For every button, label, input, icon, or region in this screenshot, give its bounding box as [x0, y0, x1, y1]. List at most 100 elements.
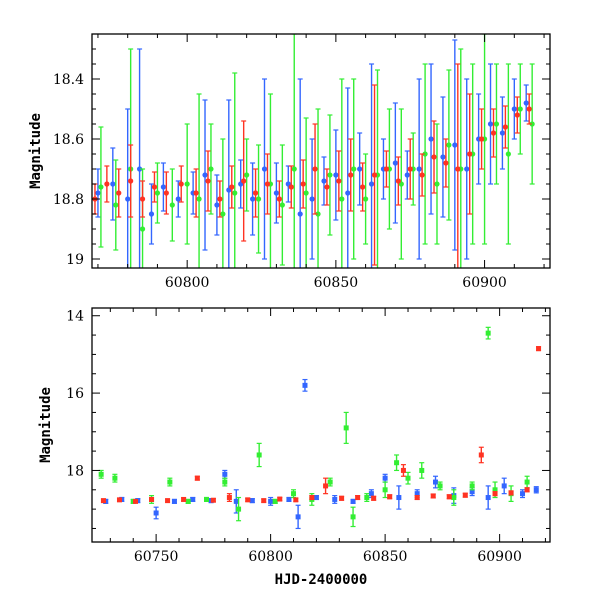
- data-point: [345, 87, 351, 268]
- data-point: [357, 132, 363, 206]
- data-point: [405, 471, 411, 485]
- data-point: [288, 165, 294, 209]
- data-point: [309, 138, 315, 260]
- bottom-y-tick-labels: 14 16 18: [66, 309, 84, 480]
- data-point: [431, 120, 437, 194]
- data-point: [336, 150, 342, 212]
- data-point: [149, 496, 155, 502]
- data-point: [98, 126, 104, 248]
- data-point: [184, 123, 190, 245]
- data-point: [309, 494, 315, 501]
- data-point: [98, 469, 104, 479]
- data-point: [222, 477, 228, 487]
- data-point: [501, 477, 507, 495]
- data-point: [469, 481, 475, 491]
- data-point: [264, 153, 271, 215]
- data-point: [291, 34, 297, 268]
- y-tick-label: 18: [66, 463, 84, 479]
- bottom-y-axis-title: Magnitude: [38, 387, 54, 463]
- top-axis-ticks: [92, 33, 550, 268]
- data-point: [208, 123, 214, 215]
- data-point: [422, 63, 428, 245]
- data-point: [360, 162, 366, 212]
- data-point: [272, 498, 278, 504]
- series-3-points: [100, 346, 542, 504]
- data-point: [153, 506, 159, 520]
- data-point: [398, 108, 404, 260]
- data-point: [291, 489, 297, 499]
- series-1-points: [103, 378, 539, 530]
- data-point: [371, 84, 378, 266]
- data-point: [505, 63, 511, 245]
- data-point: [526, 93, 532, 125]
- data-point: [339, 78, 345, 268]
- data-point: [300, 159, 306, 209]
- data-point: [508, 490, 514, 496]
- data-point: [416, 78, 422, 260]
- data-point: [171, 498, 177, 504]
- top-y-axis-title: Magnitude: [28, 113, 44, 189]
- data-point: [382, 473, 388, 483]
- data-point: [148, 183, 155, 245]
- data-point: [165, 498, 171, 504]
- data-point: [226, 99, 232, 268]
- data-point: [151, 171, 158, 203]
- data-point: [517, 63, 523, 155]
- data-point: [116, 497, 122, 503]
- data-point: [110, 147, 116, 221]
- data-point: [511, 78, 517, 140]
- data-point: [297, 78, 303, 268]
- data-point: [104, 165, 110, 203]
- top-plot-area: [92, 34, 535, 268]
- data-point: [321, 156, 327, 206]
- data-point: [196, 93, 202, 268]
- data-point: [524, 487, 530, 493]
- x-tick-label: 60900: [477, 549, 522, 565]
- data-point: [414, 494, 420, 501]
- data-point: [112, 473, 118, 483]
- x-tick-label: 60800: [165, 275, 210, 291]
- data-point: [430, 493, 436, 499]
- data-point: [229, 165, 235, 209]
- top-panel: 60800 60850 60900 18.4 18.6 18.8 19 Magnitude: [28, 33, 551, 291]
- data-point: [419, 153, 425, 197]
- data-point: [332, 494, 338, 504]
- data-point: [220, 138, 226, 268]
- data-point: [502, 105, 508, 149]
- data-point: [139, 180, 146, 218]
- data-point: [524, 475, 530, 489]
- bottom-plot-frame: [91, 307, 551, 543]
- data-point: [464, 78, 470, 260]
- data-point: [536, 346, 542, 352]
- data-point: [204, 496, 209, 502]
- data-point: [252, 168, 259, 218]
- data-point: [226, 493, 232, 502]
- data-point: [167, 477, 173, 487]
- data-point: [190, 496, 196, 502]
- data-point: [400, 464, 406, 477]
- x-tick-label: 60850: [363, 549, 408, 565]
- data-point: [455, 63, 461, 268]
- data-point: [394, 454, 400, 472]
- data-point: [451, 489, 457, 506]
- data-point: [327, 477, 333, 487]
- data-point: [407, 138, 413, 200]
- bottom-panel: 60750 60800 60850 60900 14 16 18 Magnitude HJ…: [38, 307, 551, 588]
- data-point: [244, 138, 250, 212]
- y-tick-label: 19: [66, 252, 84, 268]
- y-tick-label: 18.4: [53, 72, 84, 88]
- data-point: [499, 96, 506, 170]
- series-2-points: [98, 34, 535, 268]
- data-point: [446, 69, 452, 221]
- data-point: [487, 63, 494, 185]
- data-point: [419, 462, 425, 479]
- data-point: [136, 48, 143, 268]
- y-tick-label: 14: [66, 309, 84, 325]
- data-point: [529, 63, 535, 185]
- data-point: [387, 494, 393, 500]
- data-point: [523, 84, 529, 122]
- data-point: [428, 63, 434, 215]
- data-point: [350, 506, 356, 528]
- data-point: [249, 498, 255, 504]
